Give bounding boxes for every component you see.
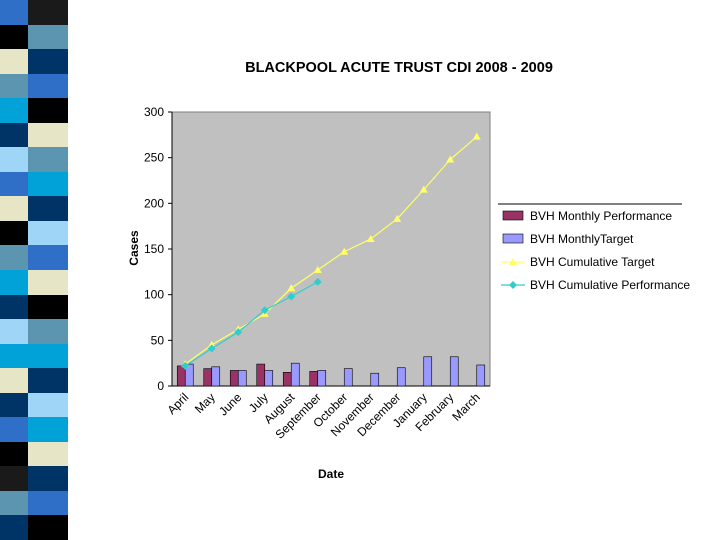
point-marker [234, 328, 243, 337]
y-tick-label: 100 [144, 288, 164, 302]
bar [184, 363, 194, 387]
strip-tab [0, 294, 28, 320]
legend: BVH Monthly Performance BVH MonthlyTarget… [498, 203, 690, 292]
bar [423, 356, 433, 387]
bar [370, 372, 380, 387]
bar [290, 362, 300, 387]
bar [264, 370, 274, 387]
strip-tab [0, 171, 28, 197]
series-line [184, 136, 478, 365]
bar [396, 367, 406, 387]
point-marker [181, 361, 190, 370]
legend-swatch [502, 210, 524, 221]
strip-tab [0, 270, 28, 296]
legend-label: BVH Cumulative Target [530, 255, 655, 269]
point-marker [472, 132, 481, 140]
bar [282, 371, 292, 387]
point-marker [393, 214, 402, 222]
bar [237, 370, 247, 387]
point-marker [313, 277, 322, 286]
legend-swatch [502, 233, 524, 244]
x-axis-label: Date [318, 467, 344, 481]
x-tick-label: March [449, 390, 482, 423]
strip-tab [0, 220, 28, 246]
x-tick-label: June [216, 390, 245, 419]
strip-tab [0, 343, 28, 369]
bar [176, 365, 186, 387]
bar [211, 366, 221, 387]
legend-marker [509, 281, 517, 289]
point-marker [287, 284, 296, 292]
y-tick-label: 150 [144, 242, 164, 256]
strip-tab [0, 122, 28, 148]
strip-tab [0, 392, 28, 418]
y-tick-label: 250 [144, 151, 164, 165]
strip-tab [0, 49, 28, 75]
legend-label: BVH MonthlyTarget [530, 232, 634, 246]
plot-area [171, 111, 491, 387]
series-line [184, 281, 319, 367]
strip-tab [0, 245, 28, 271]
strip-tab [0, 515, 28, 540]
strip-tab [0, 73, 28, 99]
chart-title: BLACKPOOL ACUTE TRUST CDI 2008 - 2009 [245, 60, 553, 76]
y-axis-label: Cases [127, 230, 141, 266]
strip-tab [0, 417, 28, 443]
point-marker [340, 247, 349, 255]
x-tick-label: April [164, 390, 191, 417]
y-axis: 0 50 100 150 200 250 300 [144, 105, 173, 393]
strip-tab [0, 368, 28, 394]
point-marker [207, 344, 216, 353]
lines [181, 132, 481, 370]
strip-tab [0, 466, 28, 492]
bar [343, 368, 353, 387]
strip-tab [0, 319, 28, 345]
bar [449, 356, 459, 387]
y-tick-label: 0 [157, 379, 164, 393]
point-marker [419, 185, 428, 193]
decorative-strip [0, 0, 68, 540]
bar [203, 368, 213, 387]
point-marker [313, 266, 322, 274]
point-marker [366, 234, 375, 242]
strip-tab [0, 98, 28, 124]
y-tick-label: 200 [144, 196, 164, 210]
strip-tab [0, 490, 28, 516]
bar [317, 370, 327, 387]
point-marker [287, 292, 296, 301]
y-tick-label: 50 [151, 333, 165, 347]
bar [229, 370, 239, 387]
legend-label: BVH Cumulative Performance [530, 278, 690, 292]
strip-tab [0, 441, 28, 467]
bars [176, 356, 486, 387]
bar [476, 364, 486, 387]
bar [256, 363, 266, 387]
strip-tab [0, 147, 28, 173]
y-tick-label: 300 [144, 105, 164, 119]
point-marker [260, 306, 269, 315]
strip-tab [0, 196, 28, 222]
legend-label: BVH Monthly Performance [530, 209, 672, 223]
bar [309, 371, 319, 387]
point-marker [207, 340, 216, 348]
strip-tab [0, 0, 28, 26]
strip-tab [0, 24, 28, 50]
point-marker [446, 155, 455, 163]
legend-marker [509, 258, 517, 265]
x-tick-label: May [192, 390, 218, 416]
